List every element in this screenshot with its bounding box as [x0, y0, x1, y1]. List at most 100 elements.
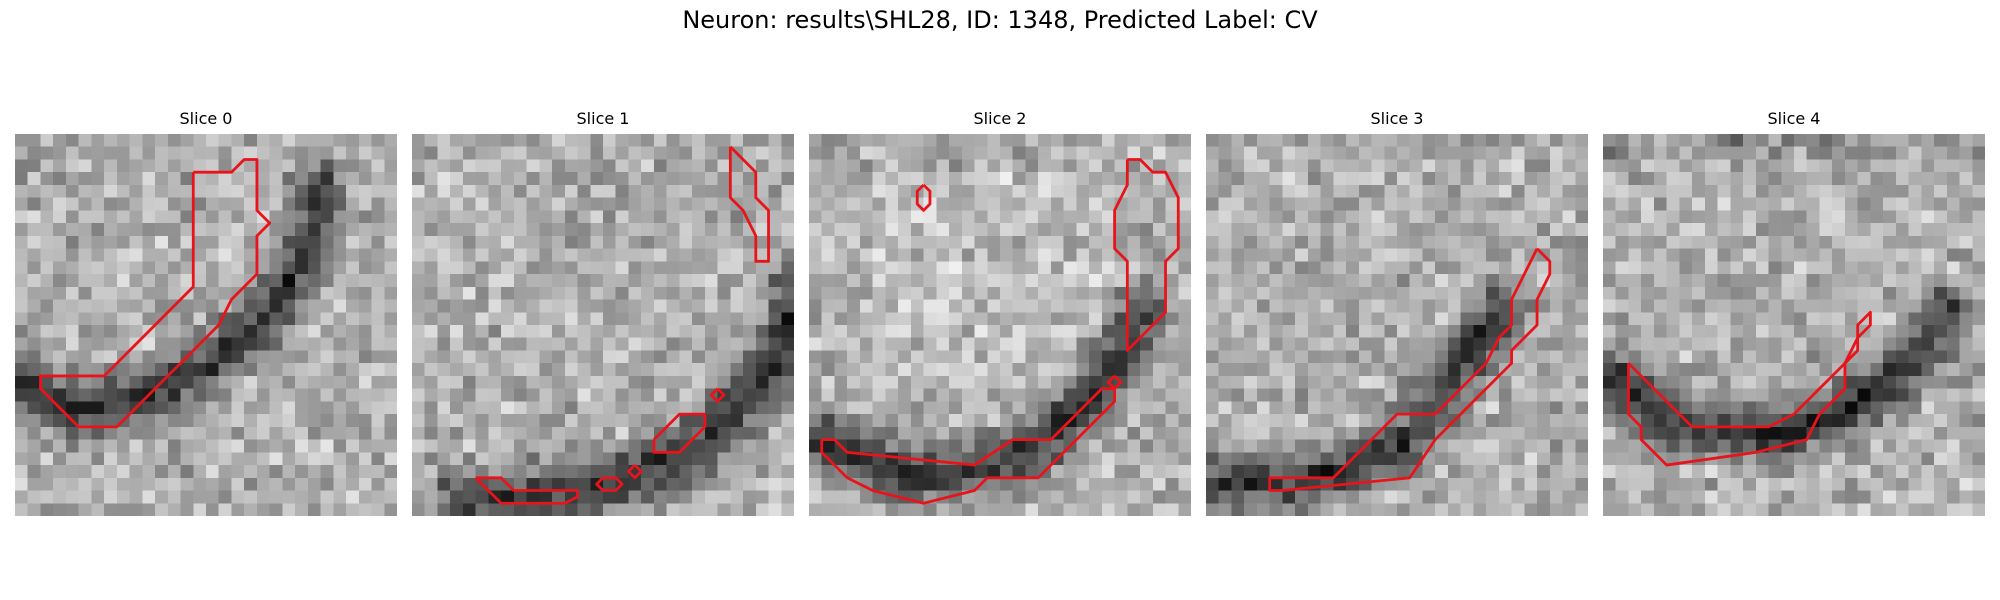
pixel — [1641, 274, 1655, 288]
pixel — [1486, 134, 1500, 147]
pixel — [142, 363, 156, 377]
pixel — [1231, 439, 1245, 453]
pixel — [1959, 134, 1973, 147]
pixel — [1666, 223, 1680, 237]
pixel — [1704, 248, 1718, 262]
pixel — [193, 426, 207, 440]
pixel — [180, 388, 194, 402]
pixel — [603, 477, 616, 491]
pixel — [679, 312, 693, 326]
pixel — [1460, 503, 1474, 516]
pixel — [552, 477, 566, 491]
pixel — [1857, 503, 1871, 516]
pixel — [1908, 363, 1922, 377]
pixel — [692, 134, 706, 147]
pixel — [475, 312, 489, 326]
pixel — [1346, 312, 1360, 326]
pixel — [1063, 184, 1077, 198]
pixel — [1231, 197, 1245, 211]
pixel — [424, 134, 438, 147]
pixel — [1358, 172, 1372, 186]
pixel — [1603, 414, 1616, 428]
pixel — [885, 172, 899, 186]
pixel — [437, 477, 451, 491]
pixel — [167, 337, 181, 351]
pixel — [333, 388, 347, 402]
pixel — [320, 363, 334, 377]
pixel — [346, 146, 360, 160]
pixel — [295, 363, 309, 377]
pixel — [358, 414, 372, 428]
pixel — [781, 439, 794, 453]
pixel — [987, 312, 1001, 326]
pixel — [755, 375, 769, 389]
pixel — [1549, 146, 1563, 160]
pixel — [1346, 159, 1360, 173]
slice-panel-3: Slice 3 — [1206, 108, 1588, 516]
pixel — [564, 184, 578, 198]
pixel — [1704, 299, 1718, 313]
pixel — [282, 465, 296, 479]
pixel — [641, 146, 655, 160]
pixel — [218, 350, 232, 364]
pixel — [1269, 210, 1283, 224]
pixel — [1269, 325, 1283, 338]
pixel — [1628, 286, 1642, 300]
pixel — [1422, 223, 1436, 237]
pixel — [1946, 452, 1960, 466]
pixel — [910, 223, 924, 237]
pixel — [1972, 401, 1985, 415]
pixel — [513, 477, 527, 491]
pixel — [488, 261, 502, 275]
pixel — [244, 388, 258, 402]
pixel — [1768, 223, 1782, 237]
pixel — [1231, 465, 1245, 479]
pixel — [424, 503, 438, 516]
pixel — [142, 286, 156, 300]
pixel — [768, 286, 782, 300]
pixel — [743, 274, 757, 288]
pixel — [653, 235, 667, 249]
pixel — [564, 210, 578, 224]
pixel — [1972, 337, 1985, 351]
pixel — [577, 490, 591, 504]
pixel — [1384, 375, 1398, 389]
pixel — [1244, 388, 1258, 402]
pixel — [1921, 248, 1935, 262]
pixel — [371, 197, 385, 211]
pixel — [142, 223, 156, 237]
pixel — [1435, 414, 1449, 428]
pixel — [974, 235, 988, 249]
pixel — [1704, 465, 1718, 479]
pixel — [462, 197, 476, 211]
pixel — [1307, 274, 1321, 288]
pixel — [1524, 477, 1538, 491]
pixel — [1127, 146, 1141, 160]
pixel — [1384, 388, 1398, 402]
pixel — [1946, 401, 1960, 415]
pixel — [847, 210, 861, 224]
pixel — [1870, 439, 1884, 453]
pixel — [462, 235, 476, 249]
pixel — [1883, 312, 1897, 326]
pixel — [1050, 159, 1064, 173]
pixel — [231, 223, 245, 237]
pixel — [564, 426, 578, 440]
pixel — [821, 210, 835, 224]
pixel — [1934, 223, 1948, 237]
pixel — [1447, 490, 1461, 504]
pixel — [717, 375, 731, 389]
pixel — [1101, 363, 1115, 377]
pixel — [1307, 325, 1321, 338]
pixel — [1870, 261, 1884, 275]
pixel — [1653, 312, 1667, 326]
pixel — [412, 503, 425, 516]
pixel — [717, 197, 731, 211]
pixel — [1549, 325, 1563, 338]
pixel — [333, 286, 347, 300]
pixel — [1206, 414, 1219, 428]
pixel — [1269, 184, 1283, 198]
pixel — [641, 452, 655, 466]
pixel — [1000, 350, 1013, 364]
pixel — [755, 439, 769, 453]
